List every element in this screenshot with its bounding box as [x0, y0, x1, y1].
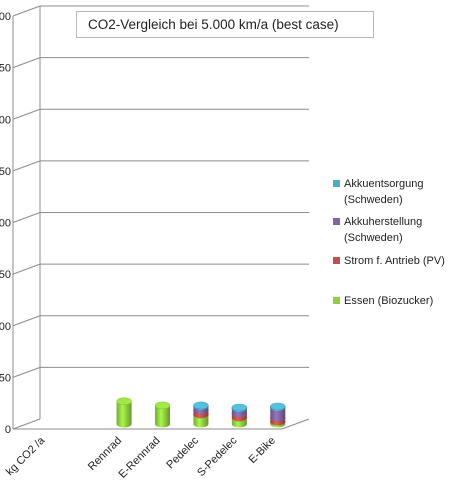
legend-label-strom: Strom f. Antrieb (PV)	[344, 255, 445, 267]
legend-swatch-akkuentsorgung	[333, 180, 340, 187]
side-wall-line	[12, 108, 41, 120]
floor-right-edge	[281, 418, 310, 430]
chart-title: CO2-Vergleich bei 5.000 km/a (best case)	[76, 11, 374, 38]
side-wall-line	[12, 57, 41, 69]
legend-label-akkuentsorgung: Akkuentsorgung (Schweden)	[344, 178, 424, 206]
bar-segment-top	[116, 397, 132, 406]
bar-segment-top	[270, 402, 286, 411]
legend-item-essen: Essen (Biozucker)	[333, 293, 433, 309]
x-category-label: Pedelec	[164, 434, 201, 471]
x-category-label: E-Rennrad	[117, 435, 163, 481]
bar-segment	[116, 401, 132, 428]
y-tick-label: 50	[0, 63, 11, 75]
side-wall-line	[12, 315, 41, 327]
side-wall-line	[12, 263, 41, 275]
bar-segment	[270, 407, 286, 422]
chart-bars	[116, 397, 286, 428]
y-tick-label: 50	[0, 166, 11, 178]
y-tick-label: 00	[0, 218, 11, 230]
y-tick-label: 00	[0, 321, 11, 333]
legend-label-akkuherstellung: Akkuherstellung (Schweden)	[344, 216, 423, 244]
y-tick-label: 0	[5, 424, 11, 436]
legend-label-essen: Essen (Biozucker)	[344, 295, 434, 307]
x-category-label: S-Pedelec	[195, 434, 240, 479]
legend-swatch-strom	[333, 257, 340, 264]
legend-item-strom: Strom f. Antrieb (PV)	[333, 253, 445, 269]
y-tick-label: 50	[0, 372, 11, 384]
chart-axes	[12, 6, 310, 430]
side-wall-line	[12, 160, 41, 172]
side-wall-line	[12, 418, 41, 430]
side-wall-line	[12, 5, 41, 17]
legend-swatch-akkuherstellung	[333, 218, 340, 225]
chart-grid	[12, 5, 309, 430]
bar-segment-top	[231, 403, 248, 412]
side-wall-line	[12, 366, 41, 378]
x-category-label: kg CO2 /a	[4, 434, 48, 478]
x-category-label: E-Bike	[247, 435, 278, 466]
bar-segment-top	[154, 401, 171, 410]
bar-segment-top	[193, 401, 209, 410]
y-tick-labels: 0 50 00 50 00 50 00 50 00	[0, 11, 11, 436]
x-category-label: Rennrad	[86, 435, 124, 473]
legend-swatch-essen	[333, 297, 340, 304]
legend-item-akkuherstellung: Akkuherstellung (Schweden)	[333, 214, 463, 246]
y-tick-label: 50	[0, 269, 11, 281]
legend-item-akkuentsorgung: Akkuentsorgung (Schweden)	[333, 176, 463, 208]
side-wall-line	[12, 212, 41, 223]
y-tick-label: 00	[0, 114, 11, 126]
y-tick-label: 00	[0, 11, 11, 23]
bar-segment	[155, 405, 170, 428]
